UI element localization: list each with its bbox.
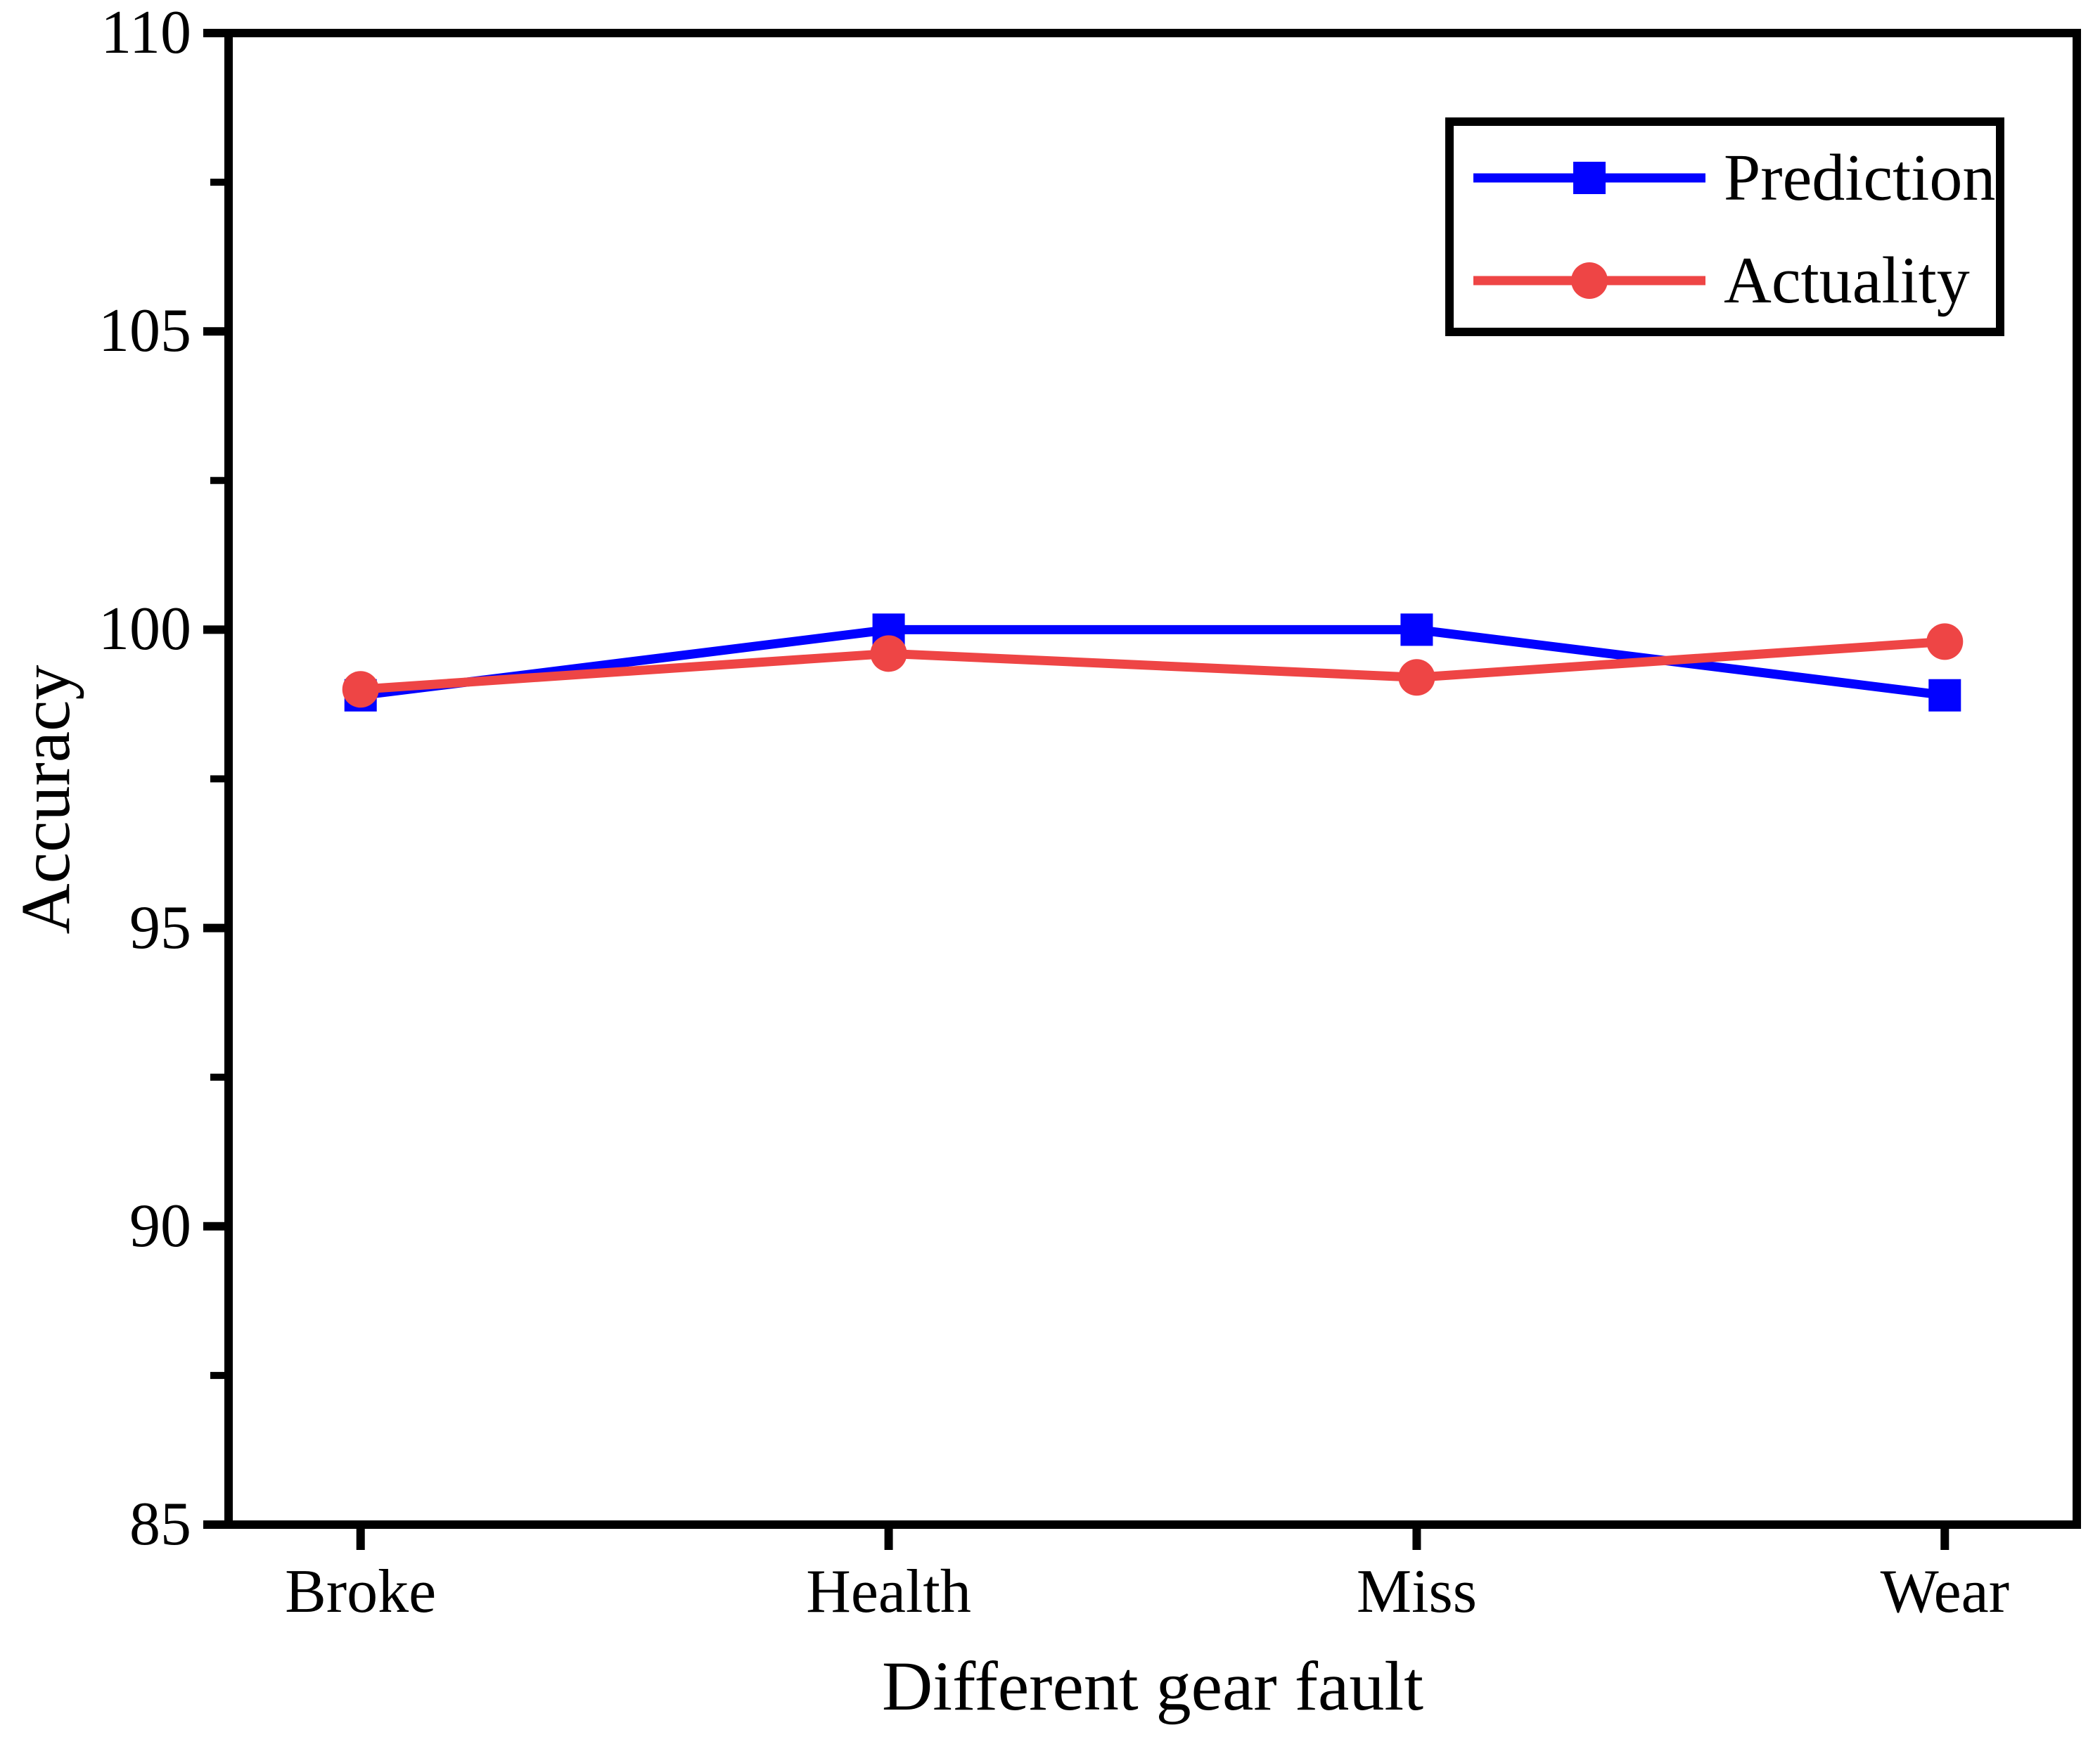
prediction-marker	[1928, 679, 1961, 712]
y-tick-label: 110	[101, 0, 191, 67]
actuality-marker	[1926, 623, 1964, 660]
y-axis-title: Accuracy	[6, 665, 84, 935]
prediction-legend-sample	[1473, 162, 1705, 194]
actuality-marker	[342, 671, 379, 708]
y-tick-label: 85	[129, 1490, 191, 1558]
legend-box: Prediction Actuality	[1445, 117, 2004, 336]
prediction-legend-square-marker	[1573, 162, 1606, 194]
legend-item-prediction: Prediction	[1473, 136, 1995, 220]
actuality-legend-circle-marker	[1571, 262, 1608, 299]
actuality-marker	[870, 635, 907, 672]
y-tick-label: 90	[129, 1191, 191, 1260]
x-tick-label: Broke	[285, 1558, 437, 1626]
y-tick-label: 100	[98, 595, 191, 664]
actuality-marker	[1398, 659, 1435, 696]
x-tick-label: Miss	[1356, 1558, 1478, 1626]
actuality-legend-sample	[1473, 262, 1705, 299]
actuality-line	[360, 636, 1945, 694]
x-tick-label: Wear	[1880, 1558, 2009, 1626]
x-tick-label: Health	[806, 1558, 971, 1626]
legend-label-prediction: Prediction	[1724, 141, 1996, 214]
y-tick-label: 105	[98, 297, 191, 366]
x-axis-title: Different gear fault	[882, 1647, 1423, 1725]
legend-item-actuality: Actuality	[1473, 238, 1970, 323]
plot-frame	[224, 29, 2081, 1529]
prediction-marker	[1400, 613, 1433, 646]
y-tick-label: 95	[129, 893, 191, 962]
legend-label-actuality: Actuality	[1724, 244, 1970, 317]
